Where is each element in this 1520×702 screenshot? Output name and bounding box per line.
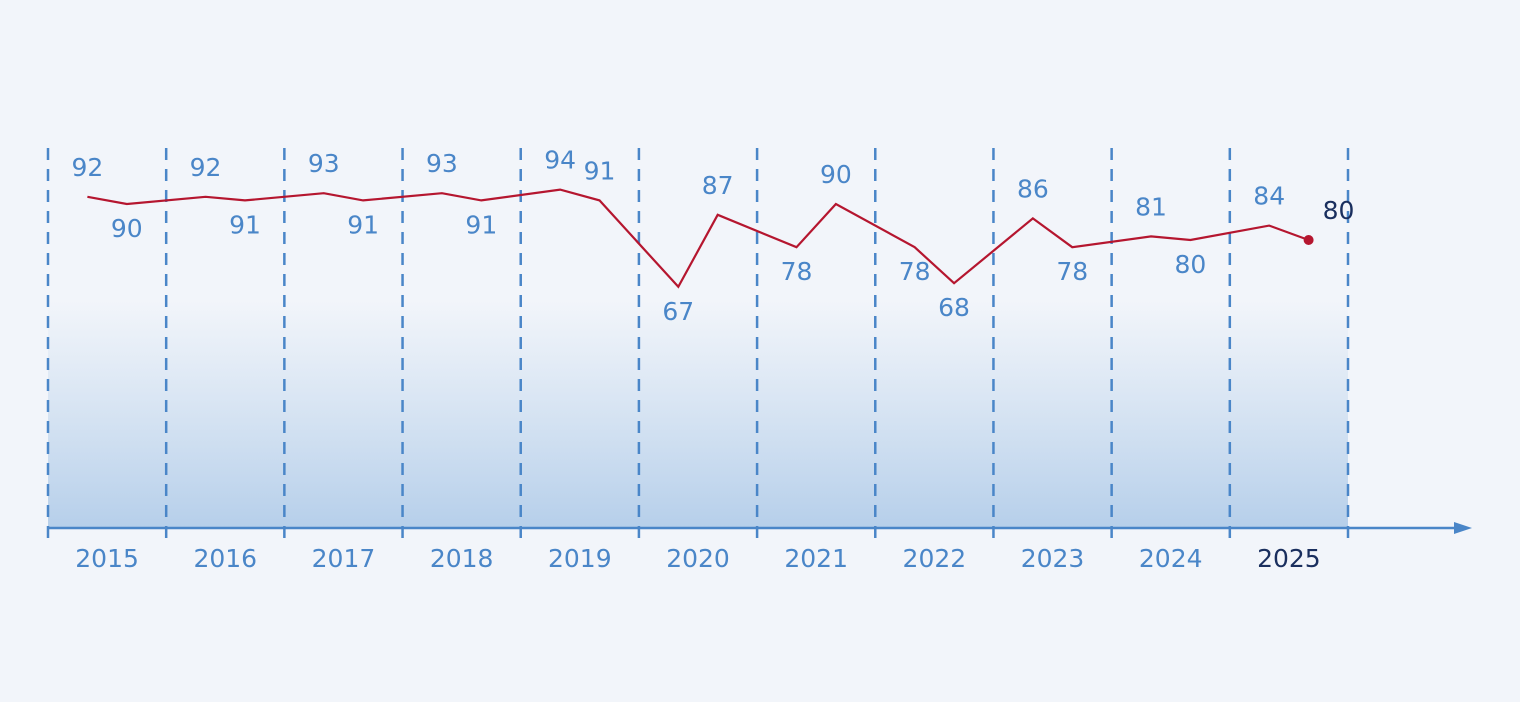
- data-label: 91: [584, 156, 616, 185]
- x-tick-label: 2015: [75, 544, 139, 573]
- data-label: 91: [229, 210, 261, 239]
- data-label: 86: [1017, 174, 1049, 203]
- data-label: 91: [347, 210, 379, 239]
- x-tick-label: 2021: [784, 544, 848, 573]
- x-tick-label: 2024: [1139, 544, 1203, 573]
- data-label: 94: [544, 146, 576, 175]
- x-tick-label: 2020: [666, 544, 730, 573]
- x-tick-label: 2018: [430, 544, 494, 573]
- x-tick-label: 2025: [1257, 544, 1321, 573]
- axis-arrow: [1454, 522, 1472, 534]
- data-label: 81: [1135, 192, 1167, 221]
- data-label: 92: [71, 153, 103, 182]
- data-label: 93: [426, 149, 458, 178]
- x-tick-label: 2016: [193, 544, 257, 573]
- data-label: 80: [1323, 196, 1355, 225]
- data-label: 68: [938, 293, 970, 322]
- data-label: 90: [111, 214, 143, 243]
- x-tick-label: 2017: [312, 544, 376, 573]
- line: [87, 188, 1309, 289]
- x-tick-label: 2019: [548, 544, 612, 573]
- x-tick-label: 2023: [1021, 544, 1085, 573]
- end-point: [1303, 235, 1314, 245]
- data-label: 80: [1175, 250, 1207, 279]
- data-label: 78: [899, 257, 931, 286]
- x-tick-label: 2022: [903, 544, 967, 573]
- data-label: 87: [702, 171, 734, 200]
- data-label: 78: [1056, 257, 1088, 286]
- data-label: 90: [820, 160, 852, 189]
- data-label: 93: [308, 149, 340, 178]
- data-label: 78: [781, 257, 813, 286]
- data-label: 84: [1253, 182, 1285, 211]
- area-fade: [48, 300, 1348, 528]
- data-label: 91: [465, 210, 497, 239]
- data-label: 67: [662, 297, 694, 326]
- data-label: 92: [190, 153, 222, 182]
